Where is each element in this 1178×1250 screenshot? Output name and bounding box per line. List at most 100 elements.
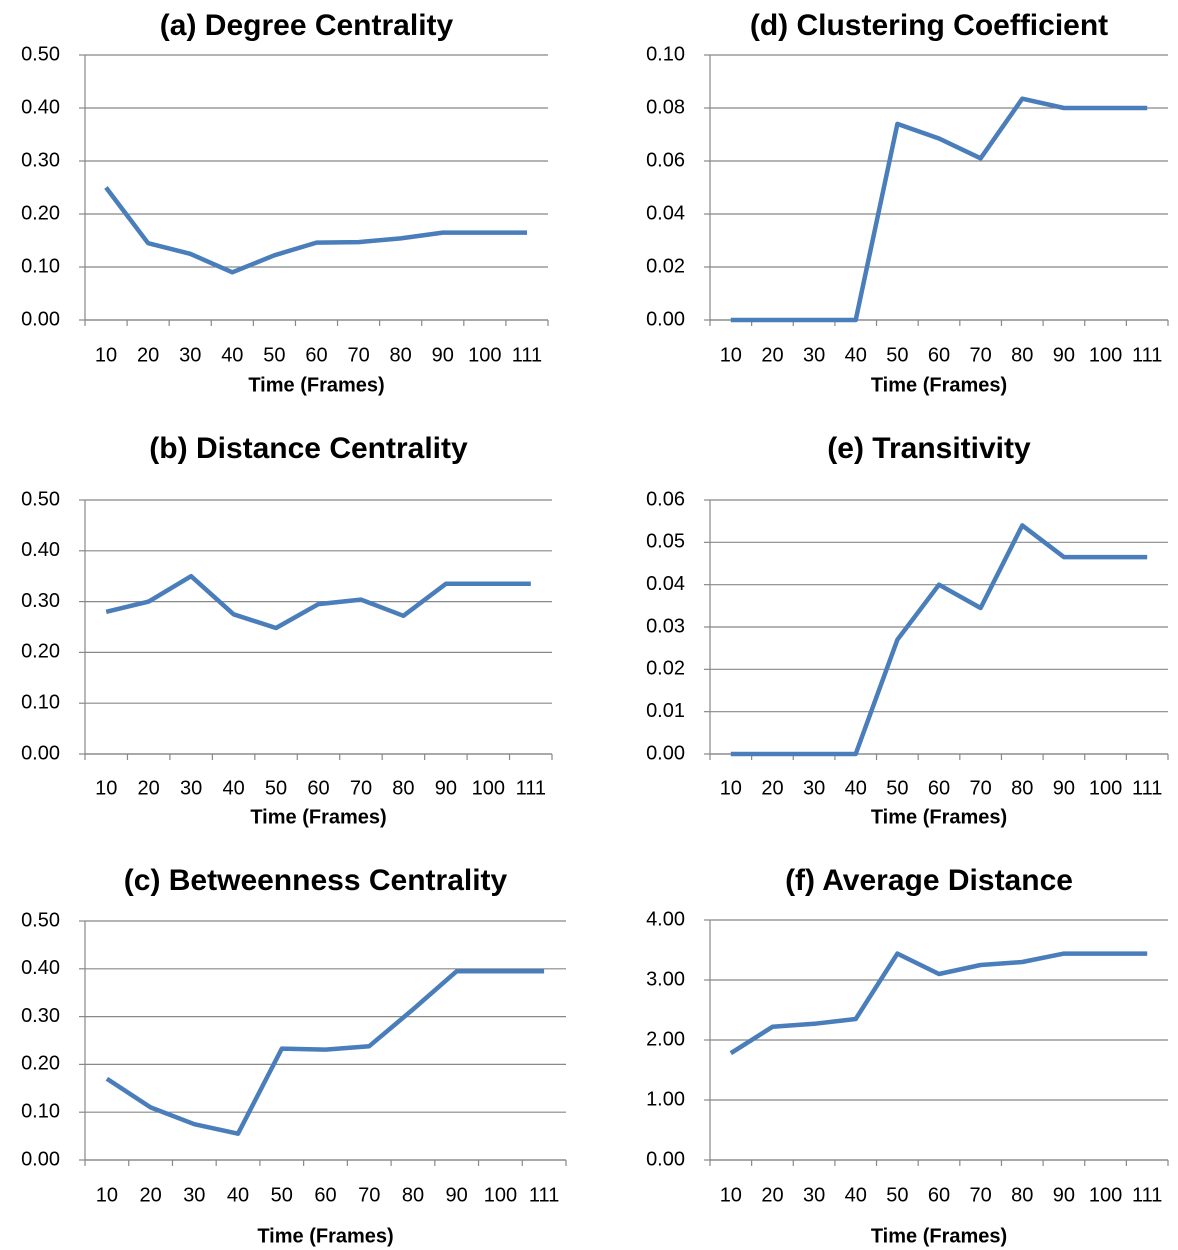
x-tick-label: 10 [720,344,742,366]
x-tick-label: 60 [928,777,950,799]
y-tick-label: 3.00 [646,968,685,990]
x-tick-label: 111 [1132,1184,1162,1206]
y-tick-label: 0.50 [21,909,60,931]
x-tick-label: 111 [512,344,542,366]
y-tick-label: 0.30 [21,590,60,612]
x-tick-label: 40 [845,344,867,366]
chart-title: (a) Degree Centrality [160,9,454,42]
x-axis-title: Time (Frames) [871,806,1007,828]
x-tick-label: 20 [137,344,159,366]
x-tick-label: 40 [845,777,867,799]
x-tick-label: 20 [761,344,783,366]
y-tick-label: 0.00 [21,742,60,764]
y-tick-label: 0.00 [646,308,685,330]
data-line [730,523,1148,757]
y-tick-label: 2.00 [646,1028,685,1050]
y-tick-label: 0.10 [21,691,60,713]
y-tick-label: 0.06 [646,488,685,510]
x-tick-label: 40 [845,1184,867,1206]
data-line [105,968,545,1136]
data-line [730,96,1148,323]
x-tick-label: 60 [314,1184,336,1206]
y-tick-label: 1.00 [646,1088,685,1110]
x-tick-label: 50 [265,777,287,799]
x-tick-label: 80 [392,777,414,799]
x-axis-title: Time (Frames) [257,1225,393,1247]
x-tick-label: 10 [720,777,742,799]
y-tick-label: 0.00 [646,742,685,764]
y-tick-label: 0.08 [646,96,685,118]
x-tick-label: 10 [96,1184,118,1206]
x-tick-label: 80 [1011,1184,1033,1206]
chart-title: (d) Clustering Coefficient [750,9,1108,42]
y-tick-label: 0.00 [21,1148,60,1170]
y-tick-label: 0.20 [21,1053,60,1075]
x-axis-title: Time (Frames) [871,374,1007,396]
y-tick-label: 0.10 [21,255,60,277]
x-axis-title: Time (Frames) [250,806,386,828]
x-tick-label: 100 [1089,344,1122,366]
x-tick-label: 90 [1053,344,1075,366]
y-tick-label: 0.05 [646,531,685,553]
x-tick-label: 50 [271,1184,293,1206]
x-tick-label: 70 [358,1184,380,1206]
x-tick-label: 30 [179,344,201,366]
x-tick-label: 100 [468,344,501,366]
y-tick-label: 0.10 [646,43,685,65]
x-tick-label: 70 [970,344,992,366]
data-line [104,186,527,275]
y-tick-label: 0.06 [646,149,685,171]
y-tick-label: 0.00 [646,1148,685,1170]
y-tick-label: 4.00 [646,908,685,930]
y-tick-label: 0.40 [21,96,60,118]
chart-title: (b) Distance Centrality [149,432,468,465]
x-tick-label: 90 [1053,1184,1075,1206]
x-tick-label: 50 [263,344,285,366]
x-tick-label: 60 [305,344,327,366]
x-tick-label: 70 [970,777,992,799]
y-tick-label: 0.40 [21,957,60,979]
y-tick-label: 0.30 [21,1005,60,1027]
x-tick-label: 60 [928,344,950,366]
x-tick-label: 30 [180,777,202,799]
y-tick-label: 0.00 [21,308,60,330]
y-tick-label: 0.03 [646,615,685,637]
x-tick-label: 20 [761,777,783,799]
y-tick-label: 0.50 [21,488,60,510]
x-tick-label: 10 [720,1184,742,1206]
x-tick-label: 20 [138,777,160,799]
x-tick-label: 50 [886,344,908,366]
x-tick-label: 30 [803,777,825,799]
y-tick-label: 0.30 [21,149,60,171]
x-tick-label: 70 [970,1184,992,1206]
y-tick-label: 0.40 [21,539,60,561]
y-tick-label: 0.01 [646,700,685,722]
x-tick-label: 50 [886,1184,908,1206]
x-tick-label: 100 [472,777,505,799]
y-tick-label: 0.20 [21,641,60,663]
x-tick-label: 60 [307,777,329,799]
y-tick-label: 0.02 [646,255,685,277]
x-tick-label: 40 [227,1184,249,1206]
x-tick-label: 40 [221,344,243,366]
y-tick-label: 0.04 [646,573,685,595]
data-line [105,573,531,631]
x-tick-label: 100 [1089,1184,1122,1206]
x-tick-label: 70 [347,344,369,366]
x-tick-label: 80 [1011,344,1033,366]
x-tick-label: 111 [529,1184,559,1206]
x-tick-label: 90 [446,1184,468,1206]
y-tick-label: 0.02 [646,658,685,680]
chart-title: (c) Betweenness Centrality [124,864,508,897]
x-tick-label: 20 [139,1184,161,1206]
x-tick-label: 111 [1132,344,1162,366]
x-tick-label: 80 [1011,777,1033,799]
x-tick-label: 10 [95,777,117,799]
x-tick-label: 100 [1089,777,1122,799]
y-tick-label: 0.50 [21,43,60,65]
x-tick-label: 90 [432,344,454,366]
x-tick-label: 111 [516,777,546,799]
x-tick-label: 30 [183,1184,205,1206]
y-tick-label: 0.10 [21,1100,60,1122]
